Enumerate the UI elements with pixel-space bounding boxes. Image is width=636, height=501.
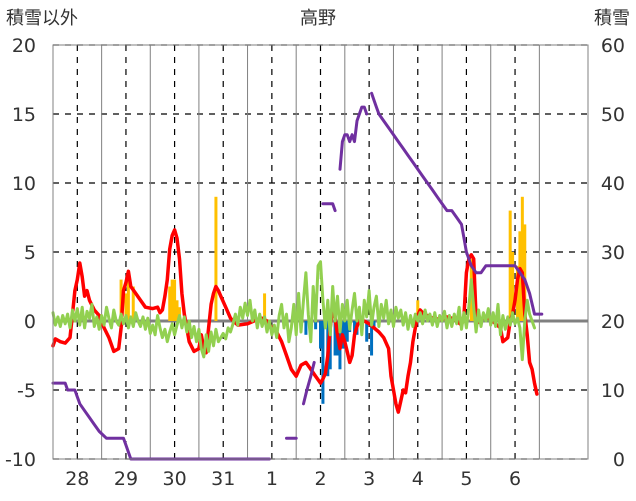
y-left-tick-label: 10 — [12, 173, 36, 195]
y-left-tick-label: 15 — [12, 104, 36, 126]
x-tick-label: 29 — [114, 468, 138, 490]
x-tick-label: 5 — [460, 468, 472, 490]
x-tick-label: 6 — [509, 468, 521, 490]
bar-mark — [372, 321, 376, 328]
y-left-tick-label: -5 — [17, 380, 36, 402]
y-tick-labels: -10 -5 0 5 10 15 20 0 10 20 30 40 50 60 — [5, 35, 625, 471]
y-right-tick-label: 0 — [613, 449, 625, 471]
bar-mark — [314, 321, 318, 330]
y-left-tick-label: -10 — [5, 449, 36, 471]
bar-mark — [170, 279, 174, 321]
right-axis-label: 積雪 — [594, 8, 630, 29]
line-layer — [51, 91, 544, 461]
y-right-tick-label: 60 — [601, 35, 625, 57]
bar-mark — [173, 279, 177, 321]
y-right-tick-label: 10 — [601, 380, 625, 402]
series-line — [51, 381, 271, 461]
bar-mark — [345, 321, 349, 342]
left-axis-label: 積雪以外 — [6, 8, 78, 29]
series-line — [51, 260, 536, 362]
bar-mark — [365, 321, 369, 342]
bar-mark — [263, 293, 267, 321]
series-line — [338, 105, 369, 171]
series-line — [321, 202, 337, 213]
bar-mark — [124, 293, 128, 321]
bar-mark — [343, 321, 347, 349]
bar-mark — [168, 286, 172, 321]
x-tick-label: 4 — [412, 468, 424, 490]
bar-mark — [353, 321, 357, 335]
bar-mark — [520, 196, 524, 321]
y-left-tick-label: 20 — [12, 35, 36, 57]
plot-frame — [52, 44, 589, 460]
x-tick-label: 3 — [363, 468, 375, 490]
bar-mark — [370, 321, 374, 356]
x-tick-label: 31 — [211, 468, 235, 490]
bar-mark — [119, 279, 123, 321]
y-right-tick-label: 40 — [601, 173, 625, 195]
y-left-tick-label: 0 — [24, 311, 36, 333]
y-right-tick-label: 50 — [601, 104, 625, 126]
bar-mark — [416, 300, 420, 321]
bar-mark — [304, 321, 308, 335]
bar-mark — [214, 196, 218, 321]
series-line — [370, 91, 544, 316]
y-right-tick-label: 30 — [601, 242, 625, 264]
x-tick-label: 2 — [314, 468, 326, 490]
bar-mark — [321, 321, 325, 404]
bar-mark — [131, 286, 135, 321]
x-tick-label: 1 — [266, 468, 278, 490]
x-tick-label: 30 — [162, 468, 186, 490]
bar-mark — [175, 300, 179, 321]
x-tick-label: 28 — [65, 468, 89, 490]
x-tick-labels: 28 29 30 31 1 2 3 4 5 6 — [65, 468, 521, 490]
bar-mark — [523, 224, 527, 321]
bar-mark — [319, 321, 322, 349]
series-line — [302, 360, 316, 406]
chart-title: 高野 — [300, 8, 336, 29]
bar-mark — [511, 252, 515, 321]
bar-mark — [126, 276, 130, 321]
grid-lines — [52, 44, 588, 460]
bar-mark — [333, 321, 337, 356]
y-left-tick-label: 5 — [24, 242, 36, 264]
y-right-tick-label: 20 — [601, 311, 625, 333]
